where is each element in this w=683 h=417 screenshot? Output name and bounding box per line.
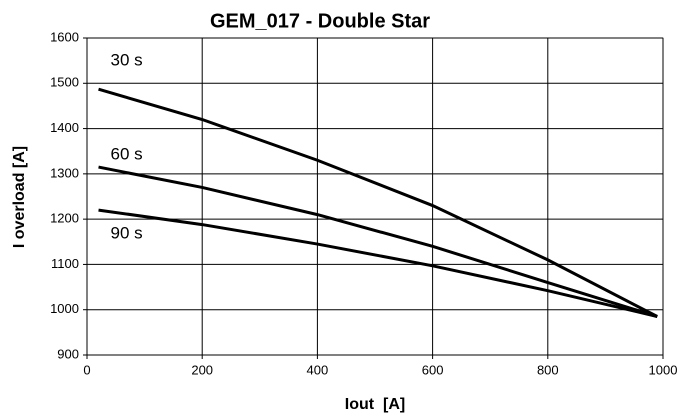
x-tick-label: 200 bbox=[191, 362, 213, 377]
x-tick-label: 400 bbox=[307, 362, 329, 377]
line-series bbox=[98, 208, 658, 318]
x-tick-label: 800 bbox=[537, 362, 559, 377]
y-tick-label: 1100 bbox=[51, 256, 79, 271]
line-series bbox=[98, 87, 658, 318]
x-tick-label: 600 bbox=[422, 362, 444, 377]
series-label: 60 s bbox=[111, 145, 143, 164]
y-tick-label: 1500 bbox=[50, 75, 79, 90]
x-tick-label: 0 bbox=[83, 362, 90, 377]
y-tick-label: 1000 bbox=[50, 301, 79, 316]
chart-title: GEM_017 - Double Star bbox=[210, 10, 430, 32]
y-tick-label: 900 bbox=[57, 346, 79, 361]
y-axis-label: I overload [A] bbox=[11, 146, 28, 248]
y-tick-label: 1200 bbox=[50, 211, 79, 226]
plot-area bbox=[86, 37, 664, 356]
x-tick-label: 1000 bbox=[649, 362, 678, 377]
y-tick-label: 1400 bbox=[50, 120, 79, 135]
series-label: 90 s bbox=[111, 224, 143, 243]
series-label: 30 s bbox=[111, 51, 143, 70]
x-axis-label: Iout [A] bbox=[345, 396, 405, 413]
line-series bbox=[98, 165, 658, 318]
y-tick-label: 1300 bbox=[50, 165, 79, 180]
y-tick-label: 1600 bbox=[50, 29, 79, 44]
